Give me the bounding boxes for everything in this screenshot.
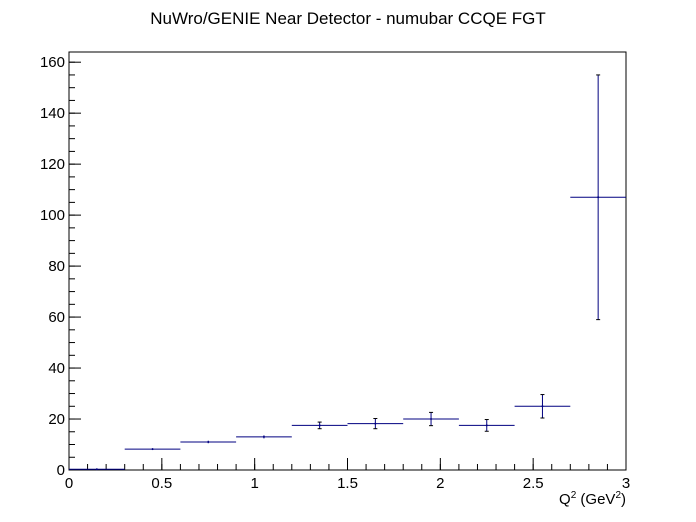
- x-tick-label: 1.5: [337, 475, 358, 492]
- x-tick-label: 0.5: [151, 475, 172, 492]
- point-marker: [262, 435, 265, 438]
- data-point: [236, 435, 292, 439]
- x-tick-label: 3: [622, 475, 630, 492]
- x-tick-label: 2: [436, 475, 444, 492]
- y-tick-label: 120: [40, 156, 65, 173]
- data-point: [570, 74, 626, 321]
- data-point: [514, 394, 571, 419]
- x-axis-label-mid: (GeV: [576, 491, 615, 508]
- x-axis-label: Q2 (GeV2): [559, 490, 626, 508]
- x-tick-labels: 0 0.5 1 1.5 2 2.5 3: [65, 475, 630, 492]
- data-point: [403, 411, 459, 427]
- x-axis-label-end: ): [621, 491, 626, 508]
- data-point: [347, 418, 404, 430]
- point-marker: [318, 424, 321, 427]
- data-point: [124, 448, 181, 451]
- point-marker: [430, 418, 433, 421]
- y-tick-label: 160: [40, 54, 65, 71]
- point-marker: [95, 468, 98, 471]
- x-axis-label-sup2: 2: [615, 490, 621, 501]
- y-tick-label: 0: [57, 462, 65, 479]
- point-marker: [151, 448, 154, 451]
- x-tick-label: 1: [250, 475, 258, 492]
- axis-ticks: [68, 61, 627, 471]
- data-point: [458, 419, 515, 432]
- data-point: [291, 421, 348, 430]
- point-marker: [485, 424, 488, 427]
- x-axis-label-base: Q: [559, 491, 571, 508]
- y-tick-label: 40: [48, 360, 65, 377]
- point-marker: [207, 440, 210, 443]
- point-marker: [597, 196, 600, 199]
- chart-title: NuWro/GENIE Near Detector - numubar CCQE…: [150, 9, 546, 28]
- data-point: [69, 468, 125, 471]
- y-tick-label: 100: [40, 207, 65, 224]
- point-marker: [374, 422, 377, 425]
- point-marker: [541, 405, 544, 408]
- x-axis-label-sup1: 2: [571, 490, 577, 501]
- data-point: [180, 440, 237, 444]
- x-tick-label: 0: [65, 475, 73, 492]
- data-points: [69, 74, 626, 471]
- y-tick-label: 80: [48, 258, 65, 275]
- y-tick-labels: 0 20 40 60 80 100 120 140 160: [40, 54, 65, 479]
- x-tick-label: 2.5: [523, 475, 544, 492]
- y-tick-label: 60: [48, 309, 65, 326]
- y-tick-label: 140: [40, 105, 65, 122]
- y-tick-label: 20: [48, 411, 65, 428]
